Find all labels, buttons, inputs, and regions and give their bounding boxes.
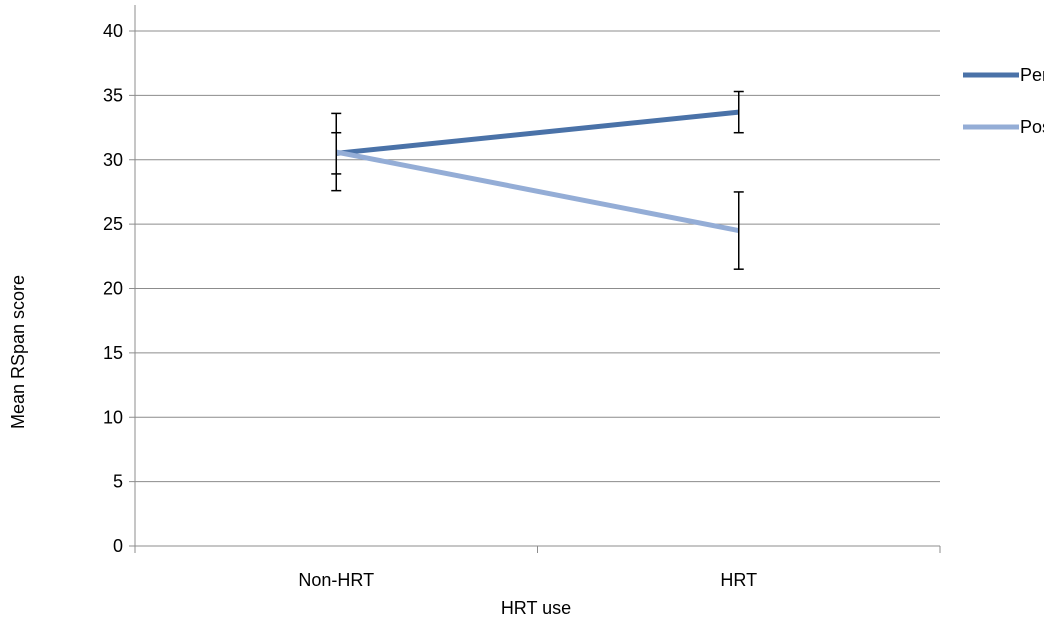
legend-item-post: Post xyxy=(963,117,1044,137)
y-tick-label: 5 xyxy=(113,472,123,492)
x-tick-labels: Non-HRT HRT xyxy=(298,570,757,590)
y-axis-title: Mean RSpan score xyxy=(8,275,28,429)
error-bars xyxy=(331,90,744,270)
series-lines xyxy=(335,109,740,234)
gridlines xyxy=(135,30,940,483)
error-bar-post xyxy=(733,191,744,270)
legend-label: Post xyxy=(1020,117,1044,137)
error-bar-post xyxy=(331,112,342,192)
y-tick-labels: 0 5 10 15 20 25 30 35 40 xyxy=(103,21,123,556)
series-line-peri xyxy=(335,109,740,156)
x-tick-label: Non-HRT xyxy=(298,570,374,590)
legend: Peri Post xyxy=(963,65,1044,137)
y-tick-label: 10 xyxy=(103,407,123,427)
y-tick-label: 20 xyxy=(103,279,123,299)
x-axis-title: HRT use xyxy=(501,598,571,618)
series-line-post xyxy=(335,149,740,234)
legend-label: Peri xyxy=(1020,65,1044,85)
error-bar-peri xyxy=(733,90,744,134)
y-tick-label: 35 xyxy=(103,85,123,105)
y-tick-label: 25 xyxy=(103,214,123,234)
y-tick-label: 40 xyxy=(103,21,123,41)
axes xyxy=(129,5,941,553)
x-tick-label: HRT xyxy=(720,570,757,590)
legend-item-peri: Peri xyxy=(963,65,1044,85)
y-tick-label: 0 xyxy=(113,536,123,556)
y-tick-label: 30 xyxy=(103,150,123,170)
y-tick-label: 15 xyxy=(103,343,123,363)
